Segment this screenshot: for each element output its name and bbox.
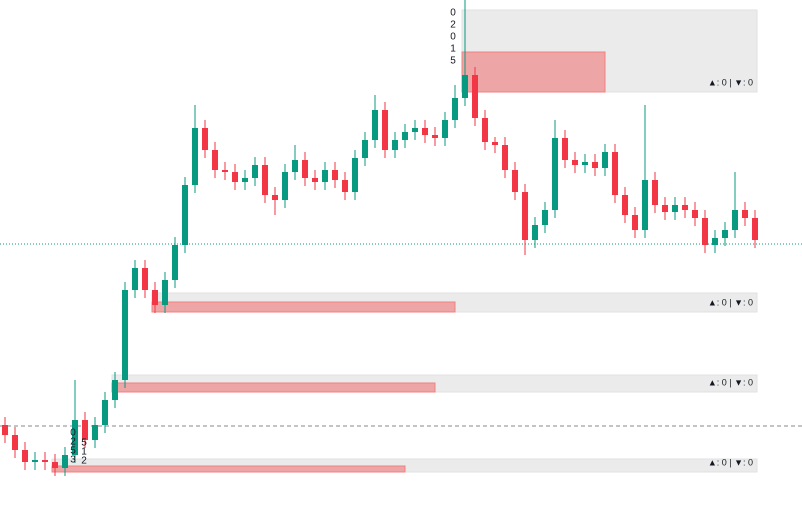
candle-body bbox=[202, 128, 208, 150]
annotation: 2 bbox=[70, 437, 76, 448]
candle-body bbox=[222, 170, 228, 172]
annotation: 2 bbox=[450, 20, 456, 31]
candle-body bbox=[532, 225, 538, 240]
candle-body bbox=[672, 205, 678, 212]
candle-body bbox=[12, 435, 18, 450]
candle-body bbox=[692, 210, 698, 218]
candle-body bbox=[62, 455, 68, 468]
candle-body bbox=[182, 185, 188, 245]
candle-body bbox=[252, 165, 258, 178]
candle-body bbox=[122, 290, 128, 380]
candle-body bbox=[632, 215, 638, 230]
candle-body bbox=[712, 238, 718, 245]
annotation: 5 bbox=[81, 438, 87, 449]
candle-body bbox=[442, 120, 448, 138]
candle-body bbox=[452, 98, 458, 120]
candle-body bbox=[602, 152, 608, 168]
annotation: 5 bbox=[70, 446, 76, 457]
candle-body bbox=[432, 135, 438, 138]
candle-body bbox=[112, 380, 118, 400]
annotation: 5 bbox=[450, 56, 456, 67]
candle-body bbox=[22, 450, 28, 462]
candle-body bbox=[92, 425, 98, 440]
candle-body bbox=[472, 75, 478, 118]
candle-body bbox=[612, 152, 618, 195]
candle-body bbox=[332, 170, 338, 180]
candle-body bbox=[392, 140, 398, 150]
candle-body bbox=[132, 268, 138, 290]
candle-body bbox=[382, 110, 388, 150]
candle-body bbox=[462, 75, 468, 98]
candle-body bbox=[522, 192, 528, 240]
zone-fill bbox=[151, 301, 456, 313]
candle-body bbox=[282, 172, 288, 200]
candle-body bbox=[422, 128, 428, 135]
candle-body bbox=[292, 160, 298, 172]
candle-body bbox=[142, 268, 148, 290]
annotation: 0 bbox=[450, 8, 456, 19]
candle-body bbox=[652, 180, 658, 205]
annotation: 0 bbox=[70, 428, 76, 439]
candle-body bbox=[482, 118, 488, 142]
candle-body bbox=[32, 460, 38, 462]
candle-body bbox=[102, 400, 108, 425]
candle-body bbox=[342, 180, 348, 192]
candle-body bbox=[722, 230, 728, 238]
candle-body bbox=[732, 210, 738, 230]
candle-body bbox=[192, 128, 198, 185]
candle-body bbox=[152, 290, 158, 305]
candle-body bbox=[512, 170, 518, 192]
zone-fill bbox=[461, 51, 606, 93]
candle-body bbox=[702, 218, 708, 245]
candle-body bbox=[272, 195, 278, 200]
candle-body bbox=[492, 142, 498, 145]
annotation: 1 bbox=[81, 447, 87, 458]
candle-body bbox=[232, 172, 238, 182]
candle-body bbox=[262, 165, 268, 195]
candle-body bbox=[562, 138, 568, 160]
candle-body bbox=[352, 158, 358, 192]
candle-body bbox=[172, 245, 178, 280]
candle-body bbox=[82, 420, 88, 440]
candle-body bbox=[572, 160, 578, 165]
candle-body bbox=[552, 138, 558, 210]
candle-body bbox=[412, 128, 418, 132]
annotation: 0 bbox=[450, 32, 456, 43]
candle-body bbox=[72, 420, 78, 455]
candle-body bbox=[642, 180, 648, 230]
annotation: 1 bbox=[450, 44, 456, 55]
candle-body bbox=[242, 178, 248, 182]
candle-body bbox=[42, 460, 48, 462]
candle-body bbox=[682, 205, 688, 210]
zone-label: ▲: 0 | ▼: 0 bbox=[708, 457, 753, 467]
annotation: 3 bbox=[70, 455, 76, 466]
candle-body bbox=[2, 425, 8, 435]
candle-body bbox=[312, 178, 318, 182]
candle-body bbox=[502, 145, 508, 170]
candle-body bbox=[542, 210, 548, 225]
candle-body bbox=[662, 205, 668, 212]
candle-body bbox=[752, 218, 758, 240]
annotation: 2 bbox=[81, 456, 87, 467]
zone-label: ▲: 0 | ▼: 0 bbox=[708, 377, 753, 387]
candle-body bbox=[212, 150, 218, 170]
candle-body bbox=[372, 110, 378, 140]
candle-body bbox=[362, 140, 368, 158]
candle-body bbox=[622, 195, 628, 215]
candle-body bbox=[742, 210, 748, 218]
candle-body bbox=[402, 132, 408, 140]
zone-label: ▲: 0 | ▼: 0 bbox=[708, 77, 753, 87]
candle-body bbox=[302, 160, 308, 178]
candle-body bbox=[322, 170, 328, 182]
candle-body bbox=[582, 162, 588, 165]
candle-body bbox=[162, 280, 168, 305]
candle-body bbox=[52, 462, 58, 468]
zone-fill bbox=[51, 465, 406, 473]
zone-label: ▲: 0 | ▼: 0 bbox=[708, 297, 753, 307]
candle-body bbox=[592, 162, 598, 168]
zone-fill bbox=[111, 382, 436, 393]
